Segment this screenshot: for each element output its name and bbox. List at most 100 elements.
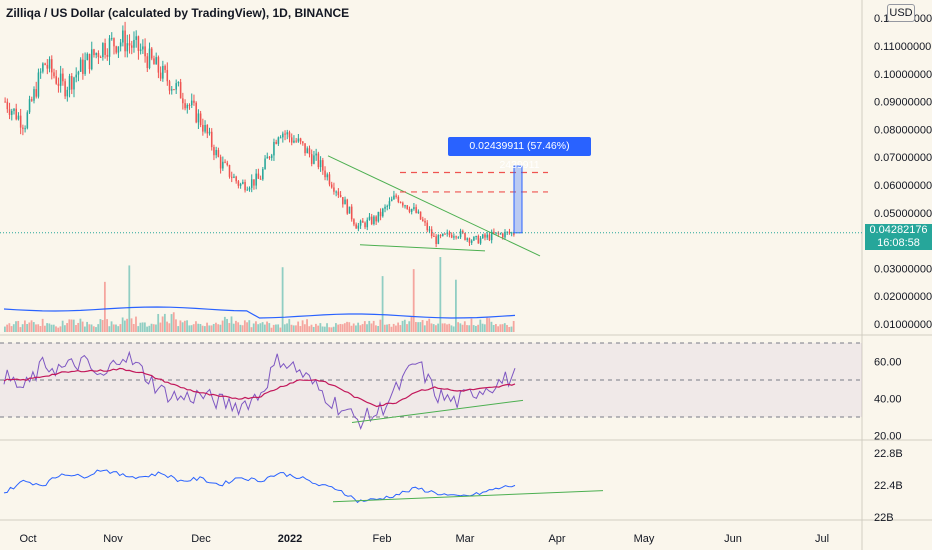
volume-bar xyxy=(343,323,346,332)
candle-body xyxy=(442,233,444,236)
volume-bar xyxy=(292,325,295,332)
candle-body xyxy=(148,48,151,69)
candle-body xyxy=(359,220,362,226)
measure-label: 0.02439911 (57.46%) 2439911 xyxy=(448,137,591,171)
volume-bar xyxy=(128,265,131,332)
volume-bar xyxy=(208,325,211,332)
candle-body xyxy=(455,236,457,238)
candle-body xyxy=(344,199,346,205)
volume-bar xyxy=(510,326,513,332)
price-axis-tick-label: 0.05000000 xyxy=(874,208,932,220)
candle-body xyxy=(439,235,442,237)
volume-bar xyxy=(315,323,317,332)
candle-body xyxy=(486,234,489,238)
price-axis-tick-label: 0.11000000 xyxy=(874,41,931,53)
volume-bar xyxy=(459,323,462,332)
obv-axis-tick-label: 22.4B xyxy=(874,480,903,492)
candle-body xyxy=(142,46,144,50)
volume-bar xyxy=(399,325,402,332)
volume-bar xyxy=(268,323,271,332)
volume-bar xyxy=(90,324,93,332)
candle-body xyxy=(384,206,386,209)
volume-bar xyxy=(475,325,477,332)
candle-body xyxy=(79,59,82,72)
volume-bar xyxy=(272,324,275,332)
volume-bar xyxy=(86,321,88,332)
volume-bar xyxy=(210,325,213,332)
volume-bar xyxy=(197,323,200,332)
volume-bar xyxy=(19,327,22,332)
time-axis-tick-label: Nov xyxy=(103,533,123,545)
time-axis-tick-label: Oct xyxy=(19,533,36,545)
candle-body xyxy=(459,230,462,238)
volume-bar xyxy=(330,327,333,332)
volume-bar xyxy=(288,319,291,332)
candle-body xyxy=(164,65,166,70)
volume-bar xyxy=(452,326,455,332)
volume-bar xyxy=(135,316,137,332)
candle-body xyxy=(513,232,515,235)
candle-body xyxy=(166,69,169,82)
candle-body xyxy=(435,236,437,244)
candle-body xyxy=(288,132,291,138)
volume-bar xyxy=(290,324,293,332)
volume-bar xyxy=(341,324,344,332)
volume-bar xyxy=(179,320,182,332)
candle-body xyxy=(190,100,193,106)
candle-body xyxy=(108,38,111,57)
volume-bar xyxy=(99,319,102,332)
volume-bar xyxy=(435,325,437,332)
candle-body xyxy=(322,160,324,171)
volume-bar xyxy=(161,316,164,332)
candle-body xyxy=(275,141,277,144)
volume-bar xyxy=(175,319,177,332)
volume-bar xyxy=(192,324,195,332)
candle-body xyxy=(424,220,426,223)
candle-body xyxy=(279,137,282,139)
volume-bar xyxy=(461,324,464,332)
volume-bar xyxy=(39,326,42,332)
volume-bar xyxy=(397,322,400,332)
volume-bar xyxy=(321,326,324,332)
volume-bar xyxy=(61,320,64,332)
volume-bar xyxy=(512,320,515,332)
volume-bar xyxy=(481,323,484,332)
volume-bar xyxy=(468,325,471,332)
volume-bar xyxy=(395,325,397,332)
volume-bar xyxy=(188,325,191,332)
candle-body xyxy=(390,199,393,202)
candle-body xyxy=(428,229,431,231)
volume-bar xyxy=(295,325,297,332)
wedge-upper-trendline xyxy=(327,155,541,257)
volume-bar xyxy=(275,324,277,332)
candle-body xyxy=(150,48,153,59)
candle-body xyxy=(330,184,333,188)
time-axis-tick-label: Jul xyxy=(815,533,829,545)
candle-body xyxy=(173,89,175,91)
volume-bar xyxy=(155,324,157,332)
candle-body xyxy=(8,109,11,115)
volume-bar xyxy=(355,325,357,332)
volume-bar xyxy=(95,327,97,332)
volume-bar xyxy=(286,323,288,332)
candle-body xyxy=(226,162,229,165)
volume-bar xyxy=(492,325,495,332)
volume-bar xyxy=(97,324,100,332)
candle-body xyxy=(484,234,486,238)
volume-bar xyxy=(297,321,300,332)
time-axis-tick-label: Feb xyxy=(373,533,392,545)
candle-body xyxy=(422,219,424,221)
volume-bar xyxy=(37,324,40,332)
candle-body xyxy=(239,183,242,186)
candle-body xyxy=(282,133,284,138)
candle-body xyxy=(182,98,184,104)
candle-body xyxy=(99,57,102,59)
candle-body xyxy=(328,174,331,185)
candle-body xyxy=(404,205,406,207)
candle-body xyxy=(493,231,495,234)
candle-body xyxy=(30,99,33,101)
candle-body xyxy=(66,89,69,97)
volume-bar xyxy=(370,323,373,332)
currency-button[interactable]: USD xyxy=(887,4,915,22)
